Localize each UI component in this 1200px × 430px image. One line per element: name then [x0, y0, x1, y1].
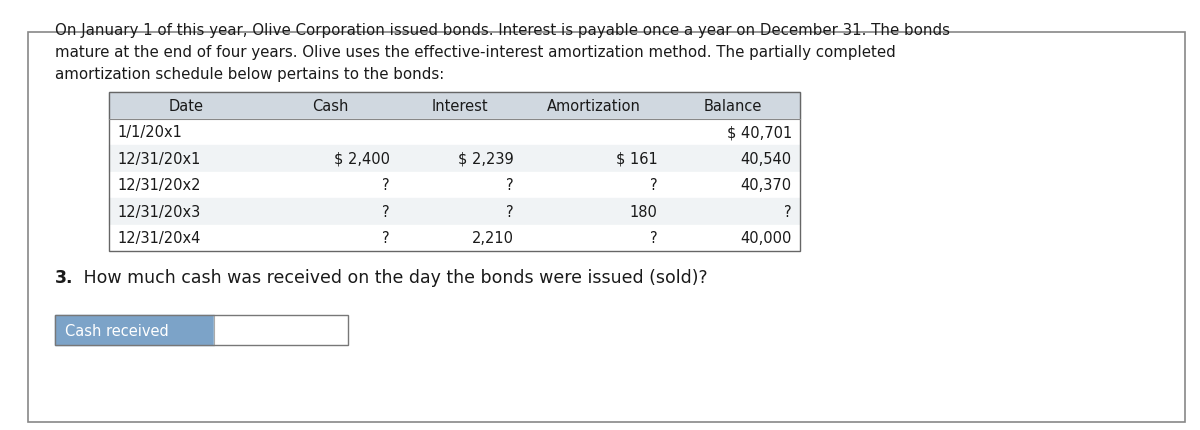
Bar: [109, 172, 800, 199]
Text: Interest: Interest: [431, 98, 488, 114]
Text: 12/31/20x3: 12/31/20x3: [118, 204, 200, 219]
Bar: [55, 315, 348, 345]
Text: Date: Date: [169, 98, 204, 114]
Text: 180: 180: [630, 204, 658, 219]
Text: $ 2,239: $ 2,239: [458, 151, 514, 166]
Text: ?: ?: [506, 178, 514, 193]
Text: amortization schedule below pertains to the bonds:: amortization schedule below pertains to …: [55, 67, 444, 82]
Bar: [109, 119, 800, 146]
Text: 1/1/20x1: 1/1/20x1: [118, 125, 182, 140]
Text: $ 161: $ 161: [616, 151, 658, 166]
Text: 40,370: 40,370: [740, 178, 792, 193]
Text: 40,000: 40,000: [740, 231, 792, 246]
Bar: [109, 93, 800, 119]
Text: Balance: Balance: [703, 98, 762, 114]
Text: Cash received: Cash received: [65, 323, 168, 338]
Text: $ 40,701: $ 40,701: [727, 125, 792, 140]
Text: ?: ?: [382, 178, 390, 193]
Bar: [109, 93, 800, 252]
Text: 12/31/20x4: 12/31/20x4: [118, 231, 200, 246]
Text: How much cash was received on the day the bonds were issued (sold)?: How much cash was received on the day th…: [78, 268, 707, 286]
Text: Amortization: Amortization: [547, 98, 641, 114]
Text: 12/31/20x1: 12/31/20x1: [118, 151, 200, 166]
Text: 2,210: 2,210: [472, 231, 514, 246]
Text: Cash: Cash: [312, 98, 348, 114]
Bar: [109, 146, 800, 172]
Bar: [109, 199, 800, 225]
Text: ?: ?: [650, 178, 658, 193]
Text: $ 2,400: $ 2,400: [334, 151, 390, 166]
Text: mature at the end of four years. Olive uses the effective-interest amortization : mature at the end of four years. Olive u…: [55, 45, 895, 60]
Text: ?: ?: [650, 231, 658, 246]
Bar: [214, 315, 348, 345]
Text: ?: ?: [785, 204, 792, 219]
Text: On January 1 of this year, Olive Corporation issued bonds. Interest is payable o: On January 1 of this year, Olive Corpora…: [55, 23, 949, 38]
Text: ?: ?: [382, 231, 390, 246]
Text: ?: ?: [506, 204, 514, 219]
Bar: [109, 225, 800, 252]
Text: ?: ?: [382, 204, 390, 219]
Text: 3.: 3.: [55, 268, 73, 286]
Text: 12/31/20x2: 12/31/20x2: [118, 178, 200, 193]
Text: 40,540: 40,540: [740, 151, 792, 166]
Bar: [55, 315, 214, 345]
